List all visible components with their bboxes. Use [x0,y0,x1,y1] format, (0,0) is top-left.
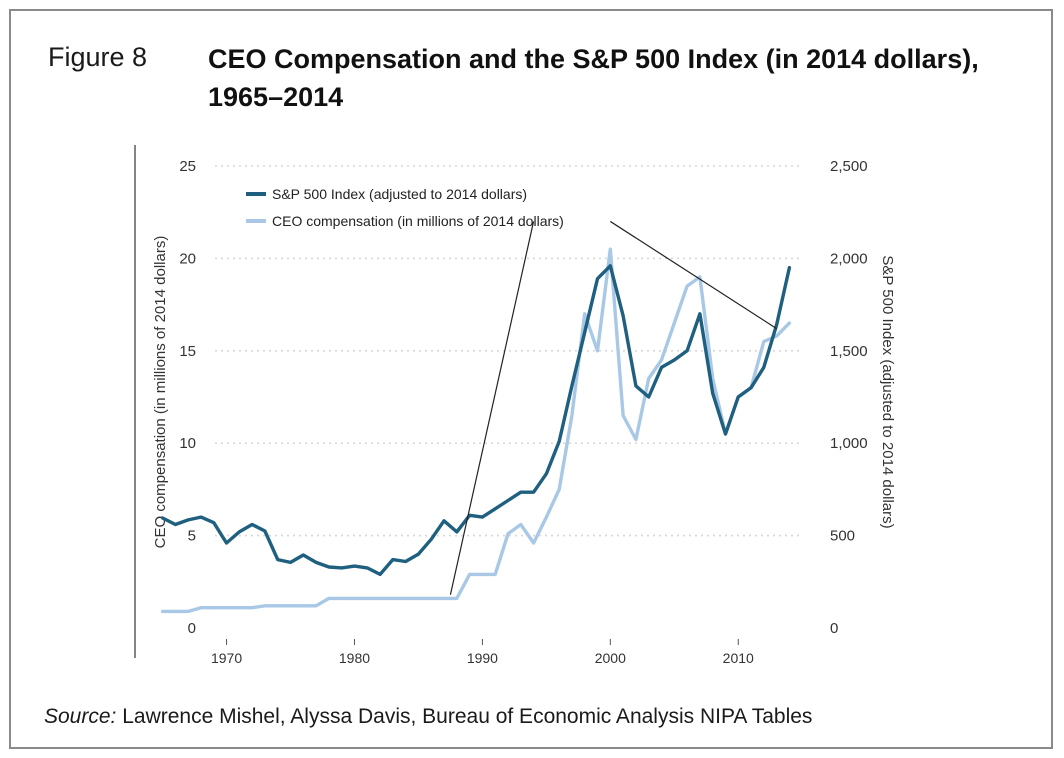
legend: S&P 500 Index (adjusted to 2014 dollars)… [246,186,564,229]
y-axis-left-ticks: 0 5 10 15 20 25 [179,158,196,637]
x-tick-label: 2000 [595,650,626,666]
series-line-sp500 [160,264,792,577]
source-note: Source: Lawrence Mishel, Alyssa Davis, B… [44,705,812,729]
y-tick-label-left: 10 [179,435,196,452]
figure-title: CEO Compensation and the S&P 500 Index (… [208,44,979,112]
source-text: Lawrence Mishel, Alyssa Davis, Bureau of… [116,705,813,728]
y-axis-right-ticks: 0 500 1,000 1,500 2,000 2,500 [830,158,868,637]
y-tick-label-right: 500 [830,528,855,545]
figure-number: Figure 8 [48,42,148,72]
legend-label-sp500: S&P 500 Index (adjusted to 2014 dollars) [272,186,527,202]
x-tick-label: 1990 [467,650,498,666]
annotation-leader-line [609,220,777,330]
x-tick-label: 1970 [211,650,242,666]
y-tick-label-left: 20 [179,250,196,267]
series-lines [160,247,792,614]
source-label: Source: [44,705,117,728]
series-line-ceo-compensation [160,247,792,614]
y-tick-label-right: 2,000 [830,250,868,267]
y-tick-label-left: 0 [188,620,196,637]
y-tick-label-right: 2,500 [830,158,868,175]
y-tick-label-left: 15 [179,343,196,360]
figure-frame [9,9,1053,749]
legend-label-ceo: CEO compensation (in millions of 2014 do… [272,213,564,229]
x-tick-label: 1980 [339,650,370,666]
annotation-lines [449,220,777,595]
annotation-leader-line [449,221,535,595]
y-tick-label-right: 0 [830,620,838,637]
x-axis-ticks: 1970 1980 1990 2000 2010 [211,639,754,666]
x-tick-label: 2010 [723,650,754,666]
y-tick-label-left: 25 [179,158,196,175]
y-tick-label-right: 1,500 [830,343,868,360]
y-axis-left-label: CEO compensation (in millions of 2014 do… [152,236,169,549]
y-tick-label-left: 5 [188,528,196,545]
y-axis-right-label: S&P 500 Index (adjusted to 2014 dollars) [879,255,896,528]
y-tick-label-right: 1,000 [830,435,868,452]
